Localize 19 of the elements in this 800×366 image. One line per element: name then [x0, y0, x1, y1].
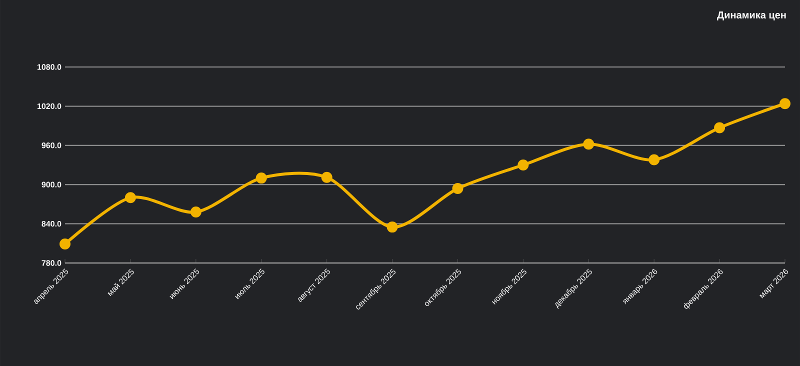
y-tick-label: 1020.0 — [38, 103, 62, 110]
y-tick-label: 960.0 — [42, 142, 62, 148]
y-tick-label: 840.0 — [42, 220, 62, 227]
point — [386, 222, 398, 233]
point — [779, 98, 790, 110]
point — [714, 122, 726, 134]
point — [518, 159, 529, 170]
chart-title: Динамика цен — [717, 12, 786, 20]
point — [190, 206, 202, 218]
point — [124, 192, 136, 204]
point — [256, 172, 267, 184]
y-tick-label: 1080.0 — [38, 64, 62, 70]
y-tick-label: 780.0 — [42, 260, 62, 266]
point — [648, 154, 660, 166]
point — [60, 238, 71, 250]
point — [452, 183, 464, 194]
y-tick-label: 900.0 — [42, 182, 62, 188]
point — [583, 138, 594, 150]
point — [321, 172, 332, 183]
